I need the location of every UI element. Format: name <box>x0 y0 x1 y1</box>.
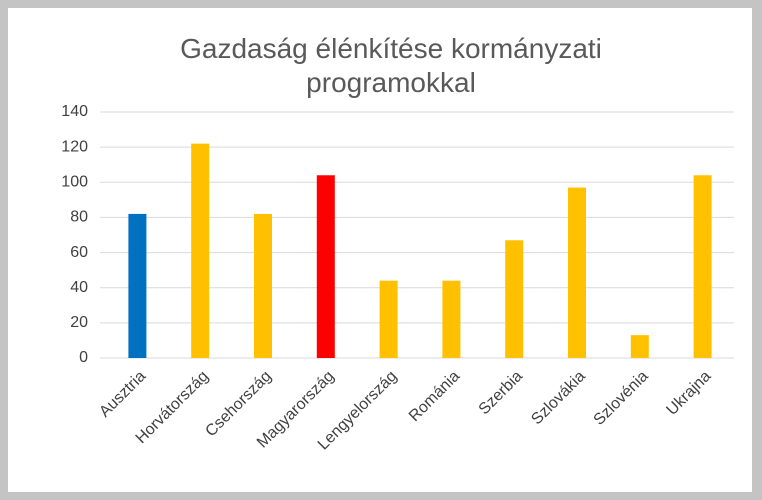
bar <box>128 213 147 358</box>
bar <box>630 335 649 358</box>
x-tick-label: Románia <box>406 368 463 425</box>
x-tick-label: Szerbia <box>476 368 526 418</box>
bar <box>693 175 712 358</box>
x-tick-label: Szlovákia <box>528 368 589 429</box>
bar <box>505 240 524 358</box>
bar <box>191 143 210 358</box>
y-tick-label: 40 <box>70 279 88 296</box>
y-tick-label: 0 <box>79 349 88 366</box>
bar <box>442 280 461 358</box>
y-tick-label: 140 <box>61 103 88 120</box>
chart-title: Gazdaság élénkítése kormányzati programo… <box>180 33 602 98</box>
y-tick-label: 100 <box>61 174 88 191</box>
bar <box>316 175 335 358</box>
bar <box>379 280 398 358</box>
x-tick-label: Ausztria <box>96 368 149 421</box>
bar <box>254 213 272 358</box>
y-tick-label: 60 <box>70 244 88 261</box>
y-tick-label: 120 <box>61 138 88 155</box>
x-tick-label: Ukrajna <box>663 368 714 419</box>
y-tick-label: 80 <box>70 209 88 226</box>
bar <box>568 187 586 358</box>
y-tick-label: 20 <box>70 314 88 331</box>
x-tick-label: Szlovénia <box>591 368 652 429</box>
